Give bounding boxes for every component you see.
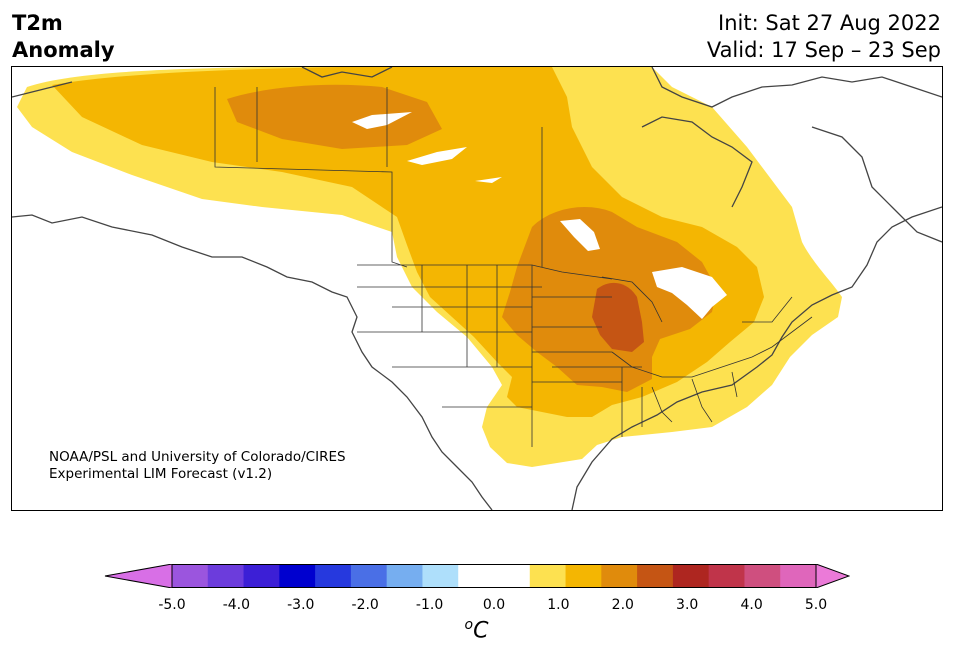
unit-prefix: o (464, 617, 474, 633)
colorbar-tick-label: 5.0 (804, 597, 828, 613)
colorbar-svg (104, 563, 851, 589)
political-borders (214, 87, 813, 447)
colorbar-segment (422, 564, 459, 588)
lake-shape (352, 112, 412, 129)
anomaly-label: Anomaly (12, 38, 115, 62)
colorbar-segment (386, 564, 423, 588)
anomaly-shade-peak (592, 282, 644, 352)
colorbar-segment (207, 564, 245, 588)
colorbar-segment (494, 564, 531, 588)
colorbar-segment (637, 564, 674, 588)
colorbar-tick-label: 0.0 (482, 597, 506, 613)
colorbar-tick-label: -1.0 (415, 597, 444, 613)
colorbar-segment (565, 564, 602, 588)
credit-line-2: Experimental LIM Forecast (v1.2) (49, 466, 273, 482)
colorbar-tick-label: 4.0 (740, 597, 763, 613)
colorbar-segment (780, 564, 817, 588)
coastlines (12, 67, 942, 510)
variable-label: T2m (12, 11, 63, 35)
date-info: Init: Sat 27 Aug 2022 Valid: 17 Sep – 23… (707, 10, 941, 64)
colorbar-extend-high (815, 563, 851, 589)
unit-letter: C (473, 618, 489, 644)
colorbar-segment (708, 564, 745, 588)
colorbar-extend-low (104, 563, 173, 589)
colorbar (104, 563, 851, 592)
colorbar-segment (601, 564, 638, 588)
colorbar-segment (243, 564, 280, 588)
colorbar-segment (672, 564, 710, 588)
lake-shape (652, 267, 727, 319)
lake-shape (407, 147, 467, 165)
valid-range: Valid: 17 Sep – 23 Sep (706, 38, 941, 62)
colorbar-segment (350, 564, 388, 588)
anomaly-map: NOAA/PSL and University of Colorado/CIRE… (11, 66, 943, 511)
map-svg (12, 67, 942, 510)
lake-shape (475, 177, 502, 183)
colorbar-tick-label: 1.0 (547, 597, 570, 613)
colorbar-tick-label: 3.0 (676, 597, 699, 613)
lake-shape (560, 219, 600, 251)
colorbar-segment (744, 564, 781, 588)
credit-line-1: NOAA/PSL and University of Colorado/CIRE… (49, 449, 346, 465)
colorbar-segment (315, 564, 352, 588)
colorbar-ticks: -5.0 -4.0 -3.0 -2.0 -1.0 0.0 1.0 2.0 3.0 4.0 5.0 (0, 597, 953, 617)
credit-text: NOAA/PSL and University of Colorado/CIRE… (49, 449, 346, 483)
colorbar-segment (279, 564, 316, 588)
colorbar-tick-label: -4.0 (222, 597, 251, 613)
colorbar-tick-label: -5.0 (158, 597, 186, 613)
colorbar-segment (529, 564, 567, 588)
colorbar-segment (172, 564, 209, 588)
colorbar-segment (458, 564, 495, 588)
colorbar-tick-label: -2.0 (351, 597, 379, 613)
colorbar-tick-label: 2.0 (611, 597, 634, 613)
colorbar-outline (171, 564, 817, 588)
colorbar-unit: oC (0, 617, 953, 643)
colorbar-tick-label: -3.0 (287, 597, 315, 613)
init-date: Init: Sat 27 Aug 2022 (718, 11, 941, 35)
map-title: T2m Anomaly (12, 10, 115, 64)
